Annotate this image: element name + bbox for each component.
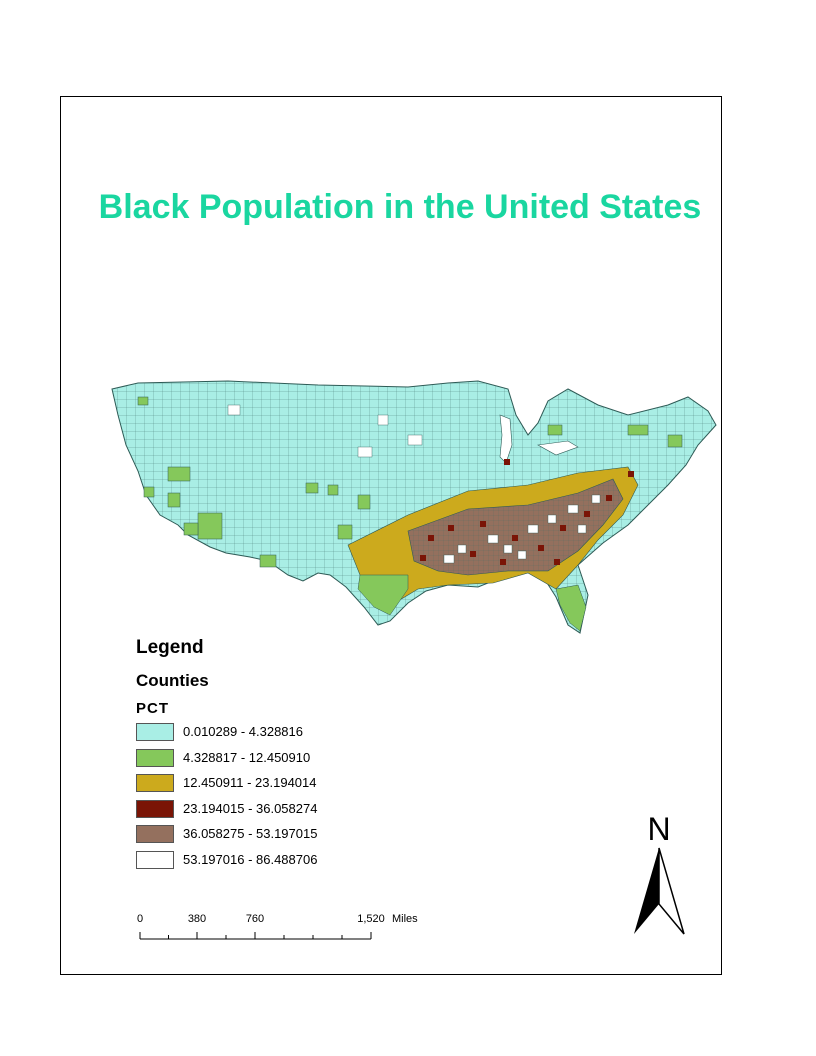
- legend-label: 23.194015 - 36.058274: [183, 800, 318, 816]
- legend-swatch: [136, 799, 174, 818]
- scale-tick-label: 0: [137, 913, 143, 925]
- north-arrow-icon: N: [634, 812, 685, 935]
- scale-unit: Miles: [392, 913, 418, 925]
- scale-bar: 0 380 760 1,520 Miles: [137, 913, 418, 940]
- legend-swatch: [136, 723, 174, 741]
- scale-tick-label: 1,520: [357, 913, 385, 925]
- legend-label: 53.197016 - 86.488706: [183, 851, 318, 867]
- legend-swatch: [136, 748, 174, 767]
- scale-tick-label: 760: [246, 913, 264, 925]
- legend-swatch: [136, 774, 174, 792]
- map-title: Black Population in the United States: [98, 188, 702, 226]
- legend-swatch: [136, 825, 174, 843]
- legend-title: Legend: [136, 637, 204, 658]
- legend-field-name: PCT: [136, 700, 169, 717]
- legend-label: 0.010289 - 4.328816: [183, 724, 303, 739]
- legend-layer-name: Counties: [136, 671, 209, 690]
- legend-label: 36.058275 - 53.197015: [183, 826, 318, 841]
- map-layout-frame: [60, 96, 722, 975]
- legend-swatch: [136, 850, 174, 869]
- scale-tick-label: 380: [188, 913, 206, 925]
- legend-label: 12.450911 - 23.194014: [183, 775, 317, 790]
- us-counties-map: [111, 380, 717, 634]
- legend-label: 4.328817 - 12.450910: [183, 749, 311, 765]
- north-label: N: [647, 812, 670, 847]
